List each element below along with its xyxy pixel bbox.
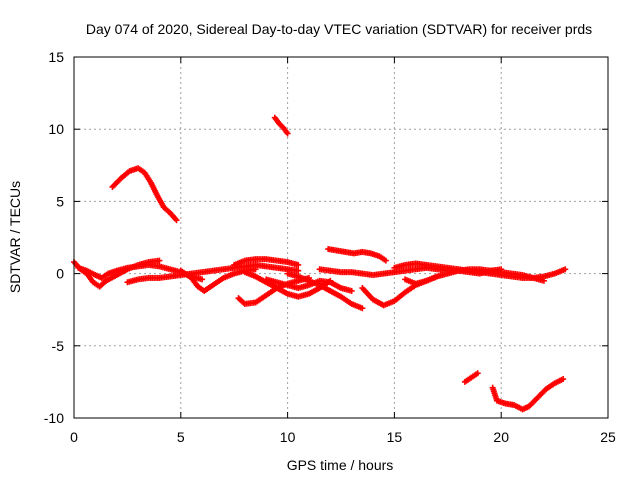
data-point-arc-5: [295, 261, 302, 268]
data-point-arc-13: [562, 266, 569, 273]
y-tick-label: 15: [48, 49, 64, 65]
x-tick-label: 10: [280, 429, 296, 445]
data-point-arc-9: [359, 305, 366, 312]
x-axis-ticks: 0 5 10 15 20 25: [70, 57, 616, 445]
data-point-arc-low-a: [474, 370, 481, 377]
y-tick-label: -10: [44, 410, 64, 426]
plot-frame: [73, 56, 609, 419]
y-tick-label: 10: [48, 121, 64, 137]
y-tick-label: 5: [56, 193, 64, 209]
data-point-arc-8: [348, 287, 355, 294]
chart-title: Day 074 of 2020, Sidereal Day-to-day VTE…: [86, 21, 592, 37]
x-tick-label: 5: [177, 429, 185, 445]
data-point-arc-2: [199, 276, 206, 283]
data-point-arc-high-mid: [284, 130, 291, 137]
y-axis-ticks: -10 -5 0 5 10 15: [44, 49, 608, 426]
y-tick-label: 0: [56, 266, 64, 282]
x-tick-label: 15: [387, 429, 403, 445]
data-point-arc-high-left: [173, 217, 180, 224]
y-axis-label: SDTVAR / TECUs: [7, 181, 23, 293]
data-point-arc-10: [382, 257, 389, 264]
x-axis-label: GPS time / hours: [287, 457, 394, 473]
data-point-arc-low-b: [560, 376, 567, 383]
data-point-arc-3: [295, 267, 302, 274]
x-tick-label: 0: [70, 429, 78, 445]
data-points: [71, 114, 569, 413]
data-point-arc-14: [540, 277, 547, 284]
x-tick-label: 25: [600, 429, 616, 445]
y-tick-label: -5: [52, 338, 65, 354]
x-tick-label: 20: [493, 429, 509, 445]
data-point-arc-4: [252, 266, 259, 273]
data-point-arc-1: [156, 257, 163, 264]
grid: [74, 57, 608, 418]
